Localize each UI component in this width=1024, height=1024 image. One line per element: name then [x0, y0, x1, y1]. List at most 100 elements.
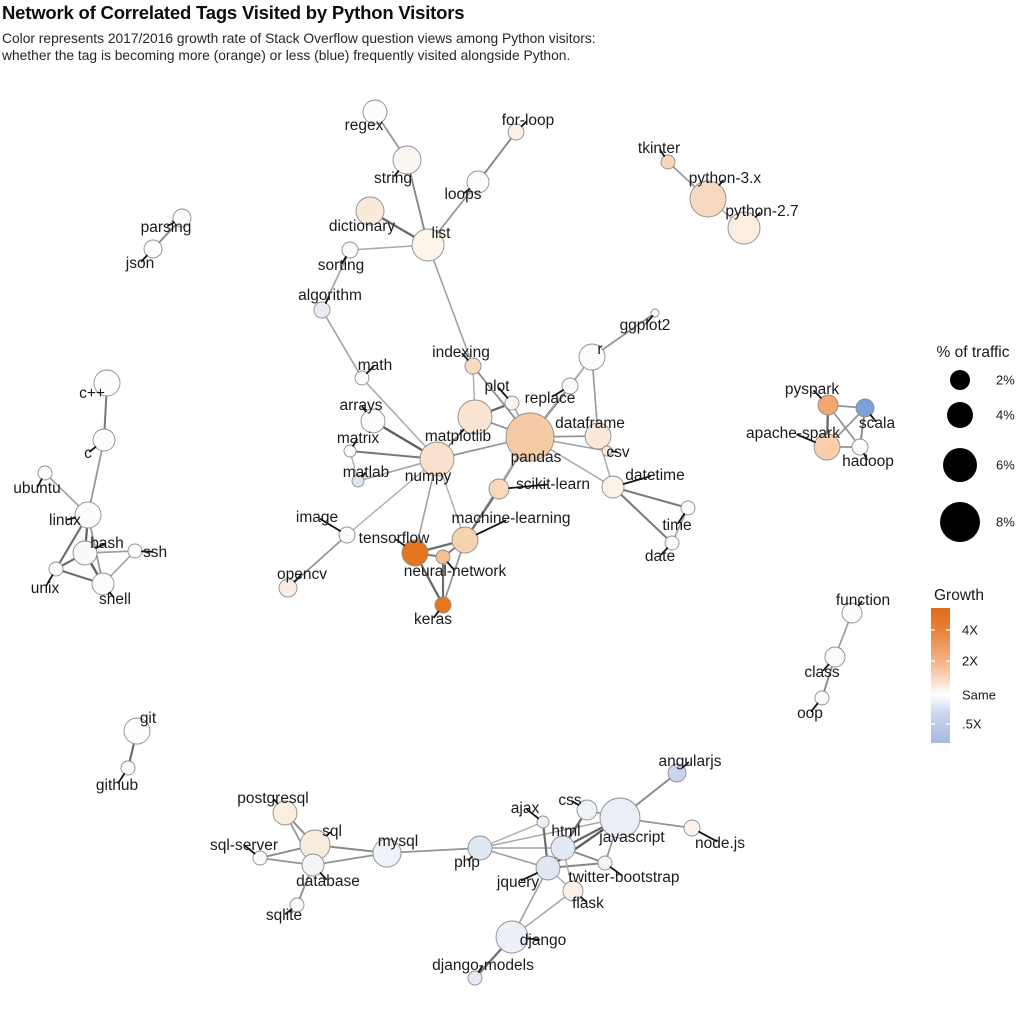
edge-algorithm-math [321, 309, 363, 379]
node-c [92, 428, 116, 452]
labels-layer: regex string for-loop loops dictionary sortin… [13, 112, 895, 974]
label-tick-sorting [341, 255, 347, 265]
legend-traffic-label-6%: 6% [996, 458, 1015, 473]
node-shell [91, 572, 115, 596]
node-algorithm [313, 301, 331, 319]
chart-subtitle-line1: Color represents 2017/2016 growth rate o… [2, 31, 596, 46]
label-tick-postgresql [273, 798, 279, 805]
node-label-linux: linux [49, 512, 81, 529]
node-label-c++: c++ [79, 385, 105, 402]
label-tick-hadoop [863, 452, 868, 461]
label-tick-c [89, 445, 97, 453]
node-numpy [419, 441, 455, 477]
label-tick-flask [579, 896, 588, 903]
node-python-3.x [689, 180, 727, 218]
nodes-layer [37, 99, 875, 986]
edge-datetime-time [611, 485, 690, 510]
node-loops [466, 170, 490, 194]
label-tick-class [822, 663, 830, 672]
label-tick-matrix [352, 438, 358, 447]
node-label-neural-network: neural-network [404, 563, 507, 580]
node-r [578, 343, 606, 371]
label-tick-ggplot2 [645, 315, 654, 325]
label-tick-json [140, 254, 148, 263]
label-tick-date [660, 547, 669, 556]
node-github [120, 760, 136, 776]
node-label-opencv: opencv [277, 566, 327, 583]
label-tick-sql-server [244, 845, 256, 855]
edge-mysql-php [386, 847, 481, 854]
node-label-hadoop: hadoop [842, 453, 894, 470]
node-label-sql: sql [322, 823, 342, 840]
node-label-numpy: numpy [405, 468, 452, 485]
node-html [550, 835, 576, 861]
node-label-unix: unix [31, 580, 60, 597]
node-hadoop [851, 438, 869, 456]
node-class [824, 646, 846, 668]
label-tick-string [393, 170, 400, 177]
legend-layer: % of traffic 2% 4% 6% 8% Growth 4X 2X Same .5X [931, 344, 1015, 743]
label-tick-scala [869, 414, 877, 423]
node-python-2.7 [727, 211, 761, 245]
node-label-twitter-bootstrap: twitter-bootstrap [568, 869, 679, 886]
node-arrays [360, 408, 386, 434]
label-tick-scikit-learn [508, 483, 548, 490]
node-label-r: r [597, 341, 602, 358]
label-tick-replace [551, 389, 564, 398]
node-label-python-3.x: python-3.x [689, 170, 762, 187]
label-tick-css [571, 800, 580, 806]
node-label-ssh: ssh [143, 544, 167, 561]
node-neural-network [435, 549, 451, 565]
node-label-ubuntu: ubuntu [13, 480, 60, 497]
node-indexing [464, 357, 482, 375]
legend-traffic-circle-2% [950, 370, 970, 390]
label-tick-linux [66, 516, 77, 521]
node-label-machine-learning: machine-learning [452, 510, 571, 527]
node-label-pyspark: pyspark [785, 381, 840, 398]
node-label-string: string [374, 170, 412, 187]
node-scikit-learn [488, 478, 510, 500]
label-tick-php [467, 855, 473, 862]
node-label-node.js: node.js [695, 835, 745, 852]
node-label-csv: csv [606, 444, 630, 461]
node-label-angularjs: angularjs [659, 753, 722, 770]
legend-traffic-circle-8% [940, 502, 980, 542]
node-label-oop: oop [797, 705, 823, 722]
legend-traffic: % of traffic 2% 4% 6% 8% [937, 344, 1015, 542]
legend-growth-label-Same: Same [962, 688, 996, 703]
node-sqlite [289, 897, 305, 913]
label-tick-unix [45, 574, 54, 587]
node-machine-learning [451, 526, 479, 554]
node-mysql [372, 838, 402, 868]
legend-traffic-circle-6% [943, 448, 977, 482]
legend-growth-label-4X: 4X [962, 623, 978, 638]
node-label-apache-spark: apache-spark [746, 425, 840, 442]
node-label-function: function [836, 592, 890, 609]
node-label-bash: bash [90, 535, 124, 552]
label-tick-arrays [361, 405, 367, 413]
legend-growth-label-2X: 2X [962, 654, 978, 669]
node-label-matrix: matrix [337, 430, 379, 447]
label-tick-jquery [520, 872, 538, 882]
legend-traffic-label-8%: 8% [996, 515, 1015, 530]
node-datetime [601, 475, 625, 499]
node-postgresql [272, 800, 298, 826]
node-dictionary [355, 196, 385, 226]
label-ticks-layer [37, 120, 877, 973]
label-tick-twitter-bootstrap [609, 866, 623, 877]
label-tick-for-loop [520, 120, 528, 128]
node-apache-spark [813, 433, 841, 461]
node-label-github: github [96, 777, 138, 794]
node-label-scala: scala [859, 415, 896, 432]
node-sql-server [252, 850, 268, 866]
node-unix [48, 561, 64, 577]
node-angularjs [667, 763, 687, 783]
node-django [495, 920, 529, 954]
node-dataframe [584, 422, 612, 450]
node-label-indexing: indexing [432, 344, 490, 361]
node-label-html: html [551, 823, 580, 840]
node-pandas [505, 412, 555, 462]
